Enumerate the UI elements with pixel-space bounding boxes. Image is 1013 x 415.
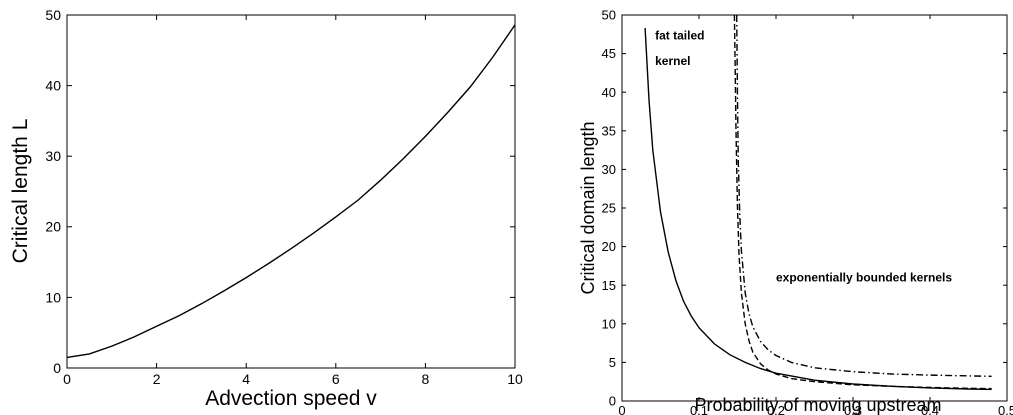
right-y-tick-label: 0 [609, 394, 616, 409]
right-y-tick-label: 20 [602, 239, 616, 254]
right-x-tick-label: 0.5 [998, 403, 1013, 415]
left-chart-x-axis-title: Advection speed v [205, 387, 377, 410]
left-x-tick-label: 4 [242, 371, 250, 387]
right-y-tick-label: 10 [602, 316, 616, 331]
left-x-tick-label: 0 [63, 371, 71, 387]
right-y-tick-label: 50 [602, 8, 616, 23]
right-y-tick-label: 35 [602, 123, 616, 138]
right-chart-plot-frame [621, 14, 1008, 402]
left-y-tick-label: 0 [53, 360, 61, 376]
left-y-tick-label: 20 [45, 219, 61, 235]
left-chart-ticks: 0 2 4 6 8 10 0 10 20 30 40 50 [45, 7, 523, 387]
right-chart: 0 0.1 0.2 0.3 0.4 0.5 0 5 10 15 20 25 30 35 40 45 50 fat… [578, 8, 1013, 415]
right-x-tick-label: 0 [618, 403, 625, 415]
left-chart-y-axis-title: Critical length L [9, 119, 32, 264]
right-chart-y-axis-title: Critical domain length [578, 121, 598, 294]
right-x-tick-label: 0.1 [690, 403, 708, 415]
right-chart-series [644, 14, 992, 391]
left-y-tick-label: 10 [45, 289, 61, 305]
right-series-line-dashdot [736, 14, 992, 377]
right-x-tick-label: 0.2 [767, 403, 785, 415]
right-chart-annotations: fat tailed kernel exponentially bounded ke… [655, 29, 952, 285]
right-y-tick-label: 5 [609, 355, 616, 370]
right-x-tick-label: 0.4 [921, 403, 939, 415]
right-y-tick-label: 45 [602, 46, 616, 61]
right-y-tick-label: 15 [602, 278, 616, 293]
right-y-tick-label: 40 [602, 85, 616, 100]
left-x-tick-label: 2 [153, 371, 161, 387]
left-series-line-solid [66, 24, 516, 359]
left-y-tick-label: 40 [45, 78, 61, 94]
left-y-tick-label: 30 [45, 148, 61, 164]
right-annotation: exponentially bounded kernels [776, 270, 952, 284]
right-y-tick-label: 25 [602, 201, 616, 216]
right-annotation: fat tailed [655, 29, 704, 43]
left-x-tick-label: 8 [422, 371, 430, 387]
right-chart-ticks: 0 0.1 0.2 0.3 0.4 0.5 0 5 10 15 20 25 30 35 40 45 50 [602, 8, 1013, 415]
left-x-tick-label: 6 [332, 371, 340, 387]
left-y-tick-label: 50 [45, 7, 61, 23]
left-chart-series [66, 24, 516, 359]
right-annotation: kernel [655, 54, 690, 68]
right-series-line-dashed [733, 14, 992, 390]
left-x-tick-label: 10 [507, 371, 523, 387]
right-x-tick-label: 0.3 [844, 403, 862, 415]
right-series-line-solid [644, 28, 992, 391]
right-y-tick-label: 30 [602, 162, 616, 177]
left-chart-plot-frame [66, 14, 516, 369]
right-chart-x-axis-title: Probability of moving upstream [694, 395, 941, 415]
left-chart: 0 2 4 6 8 10 0 10 20 30 40 50 Advection speed v Cri… [9, 7, 523, 410]
